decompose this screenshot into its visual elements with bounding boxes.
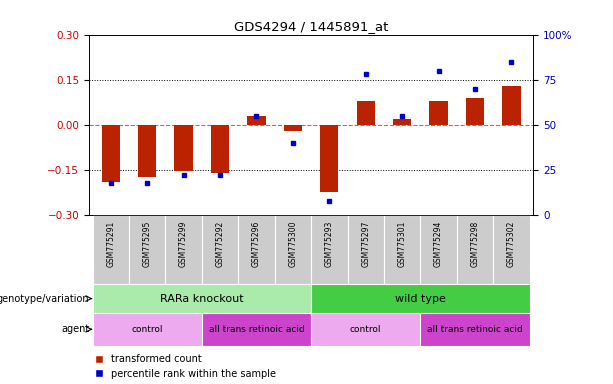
Text: GSM775298: GSM775298 bbox=[471, 220, 479, 267]
Bar bbox=[502, 86, 520, 125]
Text: GSM775300: GSM775300 bbox=[288, 220, 297, 267]
Text: all trans retinoic acid: all trans retinoic acid bbox=[427, 325, 523, 334]
Text: GSM775294: GSM775294 bbox=[434, 220, 443, 267]
Bar bbox=[384, 215, 421, 284]
Text: GSM775297: GSM775297 bbox=[361, 220, 370, 267]
Bar bbox=[175, 125, 192, 171]
Bar bbox=[493, 215, 530, 284]
Bar bbox=[430, 101, 447, 125]
Text: wild type: wild type bbox=[395, 293, 446, 304]
Bar bbox=[348, 215, 384, 284]
Bar bbox=[211, 125, 229, 173]
Bar bbox=[102, 125, 120, 182]
Text: GSM775299: GSM775299 bbox=[179, 220, 188, 267]
Bar bbox=[311, 313, 421, 346]
Bar bbox=[466, 98, 484, 125]
Text: RARa knockout: RARa knockout bbox=[160, 293, 243, 304]
Bar bbox=[93, 313, 202, 346]
Bar bbox=[166, 215, 202, 284]
Bar bbox=[311, 215, 348, 284]
Bar bbox=[238, 215, 275, 284]
Bar bbox=[129, 215, 166, 284]
Bar bbox=[284, 125, 302, 131]
Bar bbox=[275, 215, 311, 284]
Bar bbox=[93, 215, 129, 284]
Bar bbox=[93, 284, 311, 313]
Text: control: control bbox=[131, 325, 163, 334]
Bar bbox=[393, 119, 411, 125]
Bar bbox=[457, 215, 493, 284]
Text: GSM775295: GSM775295 bbox=[143, 220, 151, 267]
Text: GSM775292: GSM775292 bbox=[216, 220, 224, 267]
Text: GSM775291: GSM775291 bbox=[106, 220, 115, 267]
Text: all trans retinoic acid: all trans retinoic acid bbox=[208, 325, 304, 334]
Text: genotype/variation: genotype/variation bbox=[0, 293, 89, 304]
Text: control: control bbox=[350, 325, 381, 334]
Bar bbox=[311, 284, 530, 313]
Title: GDS4294 / 1445891_at: GDS4294 / 1445891_at bbox=[234, 20, 388, 33]
Text: GSM775293: GSM775293 bbox=[325, 220, 334, 267]
Bar bbox=[202, 215, 238, 284]
Legend: transformed count, percentile rank within the sample: transformed count, percentile rank withi… bbox=[94, 354, 276, 379]
Bar bbox=[202, 313, 311, 346]
Bar bbox=[138, 125, 156, 177]
Text: GSM775301: GSM775301 bbox=[398, 220, 406, 267]
Bar bbox=[357, 101, 375, 125]
Text: agent: agent bbox=[61, 324, 89, 334]
Text: GSM775296: GSM775296 bbox=[252, 220, 261, 267]
Bar bbox=[248, 116, 265, 125]
Bar bbox=[421, 313, 530, 346]
Text: GSM775302: GSM775302 bbox=[507, 220, 516, 267]
Bar bbox=[320, 125, 338, 192]
Bar bbox=[421, 215, 457, 284]
